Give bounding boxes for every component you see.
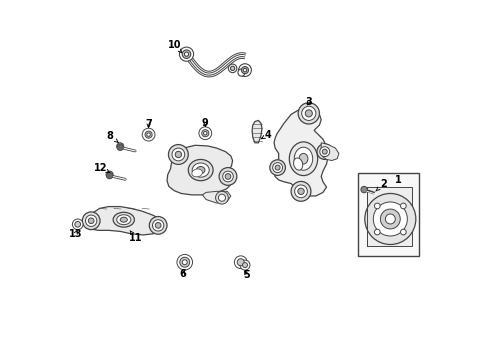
Circle shape	[272, 163, 283, 172]
Polygon shape	[273, 107, 328, 196]
Ellipse shape	[120, 217, 127, 222]
Ellipse shape	[192, 169, 202, 177]
Ellipse shape	[188, 159, 213, 181]
Circle shape	[152, 220, 164, 231]
Circle shape	[298, 103, 319, 124]
Circle shape	[219, 168, 237, 185]
Circle shape	[230, 66, 235, 71]
Circle shape	[242, 67, 248, 74]
Circle shape	[85, 215, 97, 226]
Circle shape	[380, 209, 400, 229]
Text: 13: 13	[69, 229, 82, 239]
Circle shape	[203, 131, 207, 135]
Circle shape	[373, 202, 407, 236]
Circle shape	[117, 143, 124, 150]
Circle shape	[175, 151, 182, 158]
Circle shape	[184, 52, 189, 56]
Circle shape	[172, 148, 185, 161]
Circle shape	[202, 130, 209, 137]
Ellipse shape	[192, 163, 209, 177]
Circle shape	[88, 218, 94, 224]
Circle shape	[374, 229, 380, 235]
Circle shape	[237, 259, 245, 266]
Ellipse shape	[196, 167, 205, 174]
Circle shape	[149, 216, 167, 234]
Circle shape	[240, 260, 250, 270]
Circle shape	[216, 192, 228, 204]
Text: 12: 12	[94, 163, 110, 173]
Polygon shape	[87, 207, 162, 235]
Circle shape	[243, 68, 247, 72]
Circle shape	[145, 131, 152, 138]
Circle shape	[234, 256, 247, 269]
Text: 5: 5	[244, 270, 250, 280]
Circle shape	[374, 203, 380, 209]
Circle shape	[106, 171, 113, 178]
Circle shape	[298, 188, 304, 194]
Circle shape	[199, 127, 212, 140]
Text: 9: 9	[202, 118, 209, 128]
Circle shape	[275, 165, 280, 170]
Circle shape	[73, 219, 83, 230]
Circle shape	[302, 106, 316, 121]
Ellipse shape	[117, 215, 131, 225]
Circle shape	[169, 145, 188, 165]
Polygon shape	[321, 143, 339, 161]
Circle shape	[400, 229, 406, 235]
Circle shape	[385, 214, 395, 224]
Ellipse shape	[289, 142, 318, 176]
Circle shape	[180, 257, 190, 267]
Circle shape	[179, 47, 194, 61]
Polygon shape	[252, 121, 262, 143]
Circle shape	[219, 194, 225, 201]
Circle shape	[75, 221, 80, 227]
Polygon shape	[202, 192, 231, 203]
Circle shape	[177, 255, 193, 270]
Circle shape	[305, 110, 312, 117]
Circle shape	[228, 64, 237, 73]
Circle shape	[239, 64, 251, 77]
Polygon shape	[368, 187, 412, 246]
Text: 3: 3	[305, 97, 312, 107]
Circle shape	[182, 260, 187, 265]
Circle shape	[243, 262, 247, 267]
Circle shape	[270, 160, 285, 175]
Circle shape	[182, 50, 191, 58]
Ellipse shape	[294, 147, 313, 170]
Circle shape	[400, 203, 406, 209]
Circle shape	[361, 186, 368, 193]
Circle shape	[294, 185, 307, 198]
Text: 8: 8	[106, 131, 118, 143]
Circle shape	[142, 128, 155, 141]
Circle shape	[106, 172, 113, 179]
Ellipse shape	[299, 153, 308, 164]
Ellipse shape	[113, 212, 134, 227]
Circle shape	[222, 171, 233, 182]
Bar	[358, 173, 419, 256]
Text: 6: 6	[180, 269, 186, 279]
Circle shape	[291, 181, 311, 201]
Text: 2: 2	[376, 179, 387, 191]
Circle shape	[320, 147, 330, 157]
Circle shape	[117, 144, 123, 150]
Circle shape	[147, 133, 150, 136]
Circle shape	[238, 69, 245, 76]
Circle shape	[82, 212, 100, 230]
Circle shape	[365, 193, 416, 244]
Circle shape	[322, 149, 327, 154]
Text: 1: 1	[395, 175, 401, 185]
Circle shape	[155, 222, 161, 228]
Polygon shape	[167, 145, 233, 195]
Text: 4: 4	[262, 130, 271, 140]
Ellipse shape	[294, 158, 303, 170]
Text: 11: 11	[129, 231, 143, 243]
Circle shape	[225, 174, 231, 179]
Text: 10: 10	[168, 40, 182, 53]
Circle shape	[317, 144, 333, 159]
Text: 7: 7	[145, 119, 152, 129]
